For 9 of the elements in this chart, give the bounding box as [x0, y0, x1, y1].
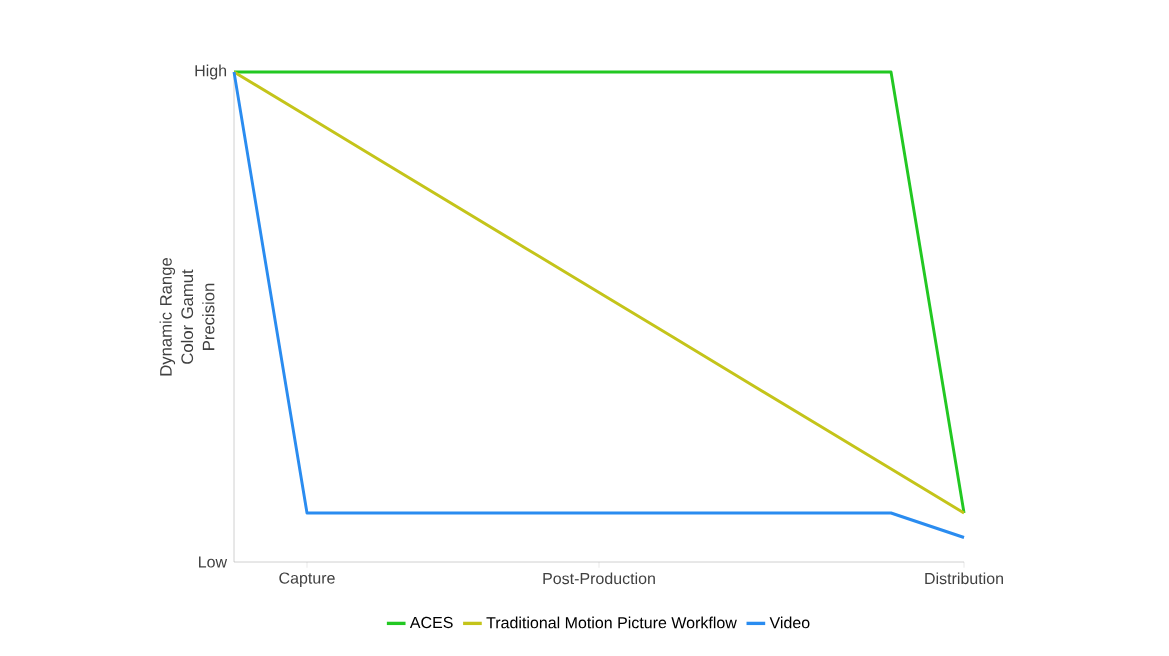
text: High: [195, 64, 227, 80]
x-tick-label: Post-Production: [543, 572, 655, 585]
x-tick-label: Capture: [279, 572, 335, 587]
legend-label: Video: [769, 616, 810, 629]
x-tick-label: Distribution: [925, 572, 1003, 585]
legend-label: ACES: [409, 616, 453, 629]
text: Low: [199, 556, 228, 568]
y-axis-title: Dynamic Range Color Gamut Precision: [159, 258, 215, 376]
legend-label: Traditional Motion Picture Workflow: [486, 616, 737, 629]
